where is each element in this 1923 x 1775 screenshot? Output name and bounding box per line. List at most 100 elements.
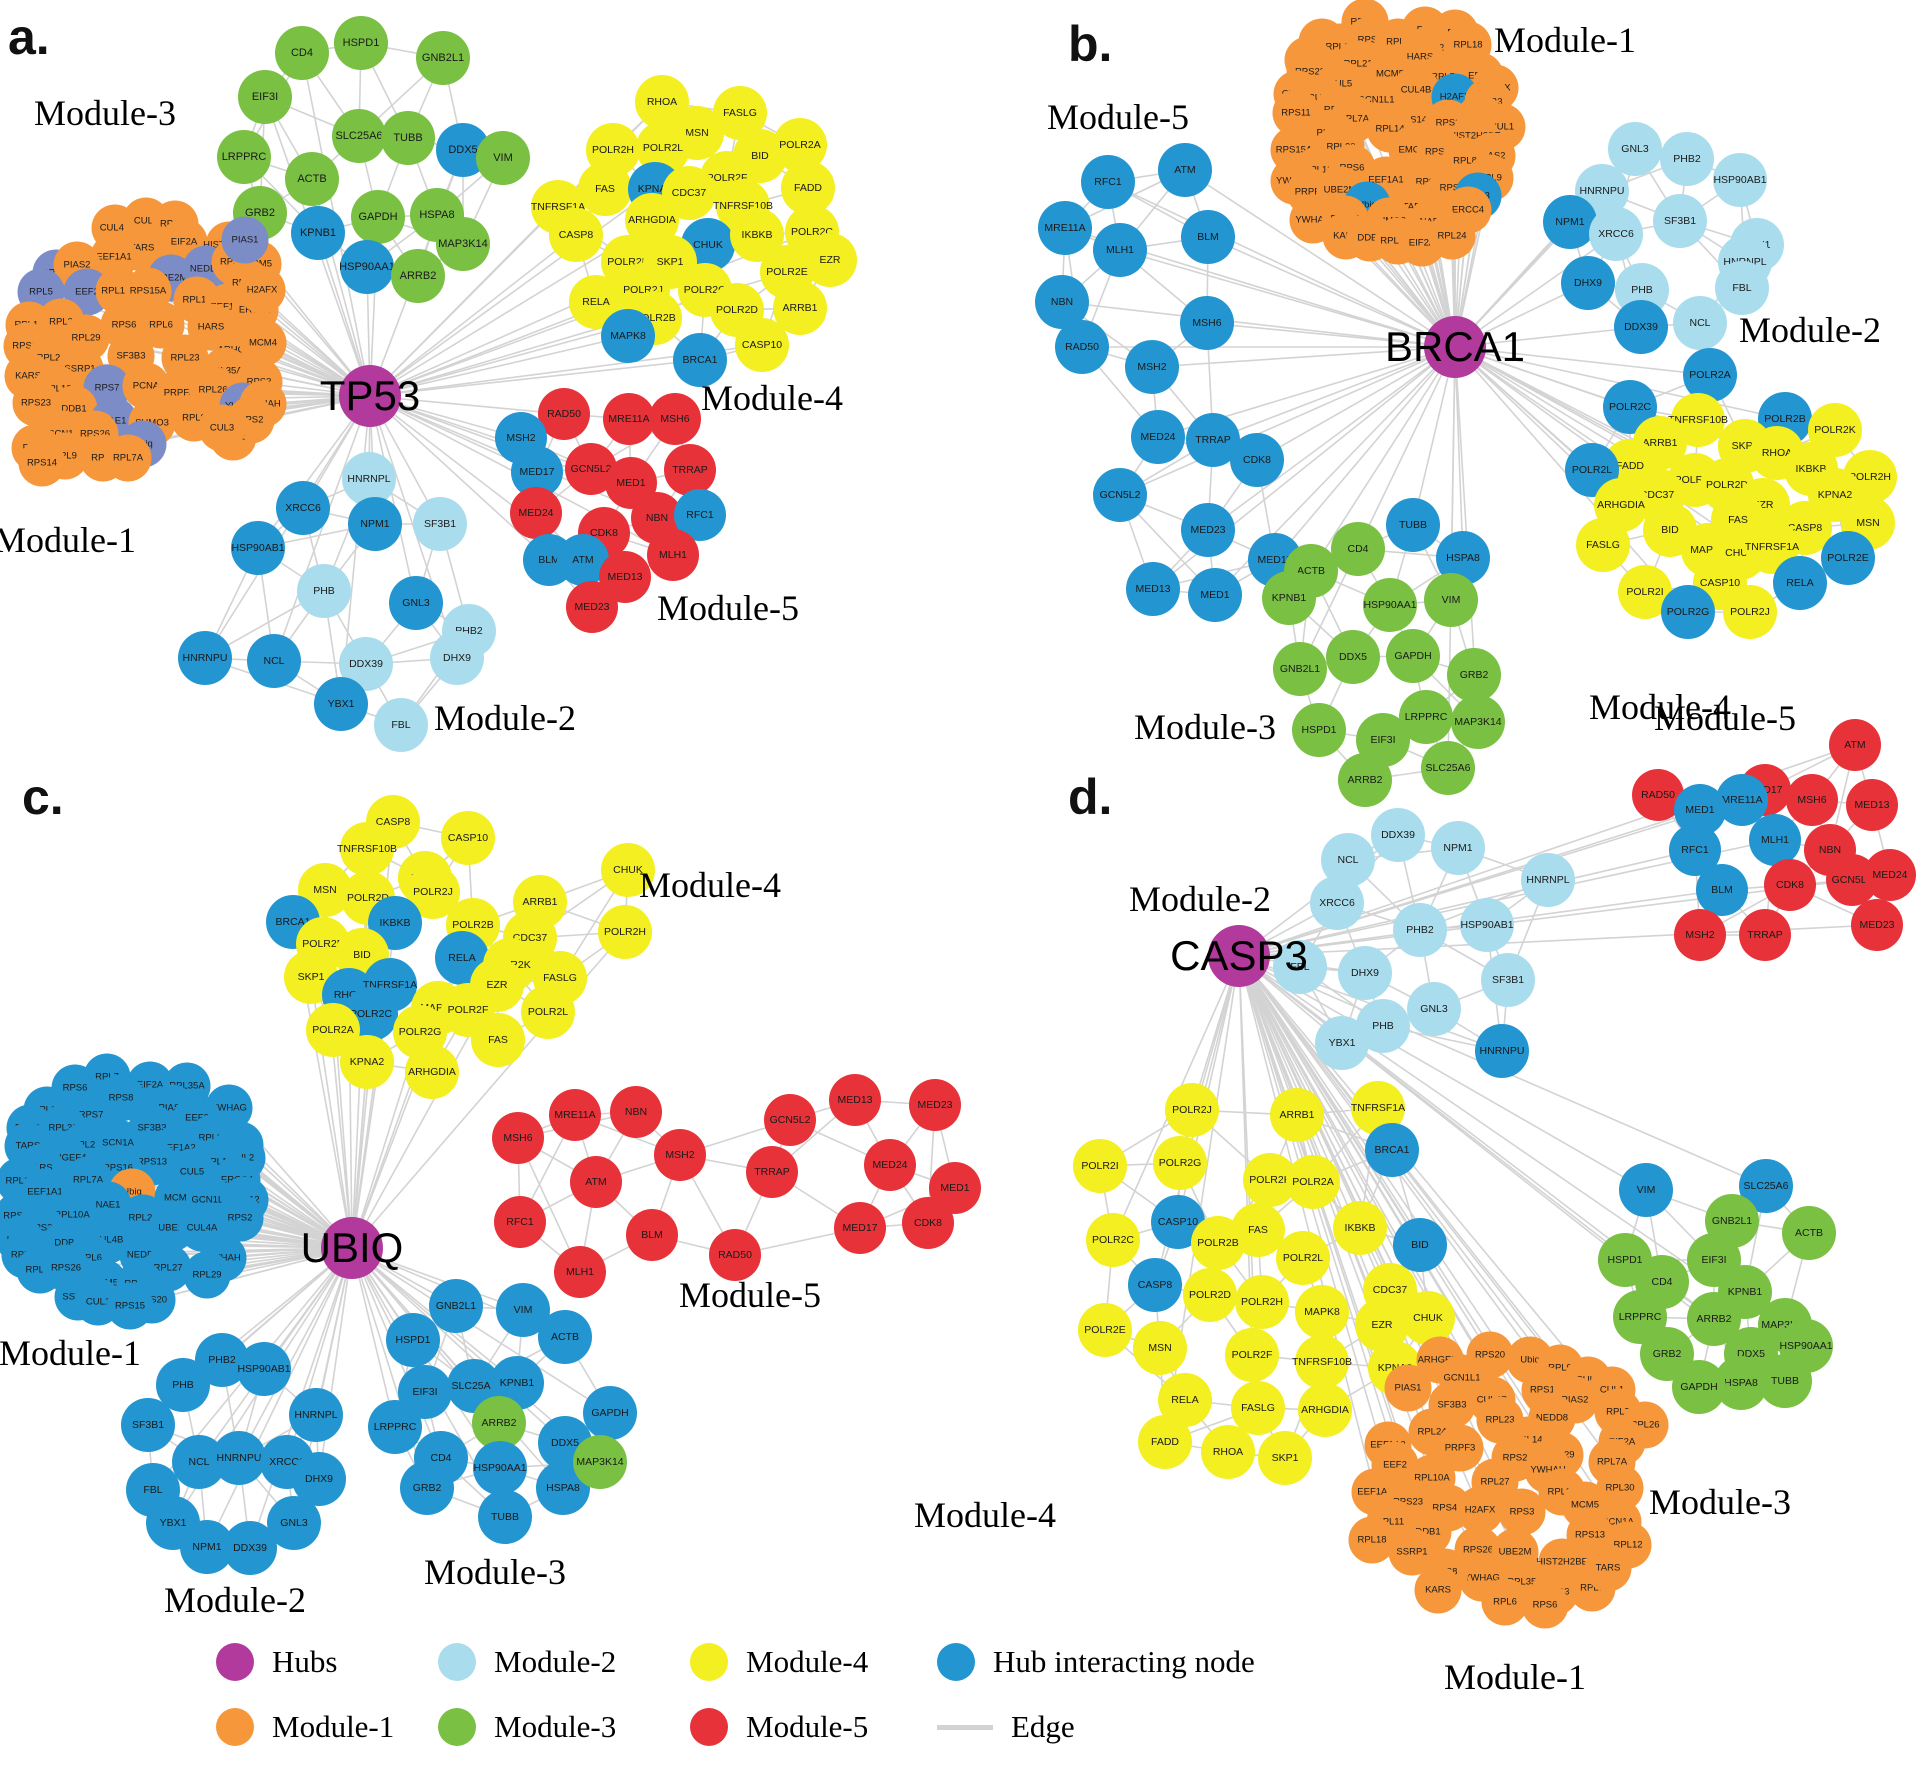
node-label: ARRB1: [782, 301, 818, 314]
legend-item-module-4: Module-4: [690, 1643, 868, 1681]
node-color-swatch: [690, 1643, 728, 1681]
node-label: RPL29: [71, 332, 101, 344]
node-label: PIAS1: [231, 234, 259, 246]
node-label: EZR: [819, 253, 841, 266]
node-label: RPS2: [238, 414, 264, 426]
edge: [1238, 879, 1853, 957]
node-label: MED24: [518, 506, 554, 519]
node-sf3b1: SF3B1: [413, 497, 467, 551]
node-label: GCN5L2: [570, 462, 612, 475]
node-label: RPL3: [49, 316, 73, 328]
node-color-swatch: [216, 1708, 254, 1746]
node-label: KARS: [15, 370, 41, 382]
node-label: POLR2F: [706, 171, 748, 184]
edge: [369, 395, 565, 415]
node-label: HSPA8: [419, 208, 455, 221]
node-label: GNL3: [402, 596, 430, 609]
module-label-module-1: Module-1: [0, 520, 136, 560]
node-label: BRCA1: [682, 353, 718, 366]
node-eif3i: EIF3I: [238, 70, 292, 124]
legend-item-module-3: Module-3: [438, 1708, 616, 1746]
node-map3k14: MAP3K14: [436, 217, 490, 271]
edge: [1151, 346, 1456, 368]
node-label: CD4: [290, 46, 313, 59]
legend-item-module-2: Module-2: [438, 1643, 616, 1681]
legend-item-edge: Edge: [937, 1709, 1075, 1745]
legend-item-hub-interacting-node: Hub interacting node: [937, 1643, 1255, 1681]
node-label: MCM4: [249, 337, 277, 349]
node-label: EIF3I: [251, 90, 279, 103]
node-rad50: RAD50: [538, 388, 590, 440]
node-label: ARRB2: [399, 269, 437, 282]
node-label: SSRP1: [64, 363, 96, 375]
node-label: RPL5: [29, 286, 53, 298]
node-label: RPL21: [36, 352, 66, 364]
edge: [369, 395, 417, 604]
node-label: RPS11: [12, 340, 42, 352]
edge: [351, 1247, 566, 1444]
node-med24: MED24: [510, 487, 562, 539]
node-hsp90ab1: HSP90AB1: [231, 521, 285, 575]
node-color-swatch: [216, 1643, 254, 1681]
node-med23: MED23: [566, 581, 618, 633]
node-label: POLR2L: [642, 141, 684, 154]
node-kpnb1: KPNB1: [291, 206, 345, 260]
node-label: SLC25A6: [335, 129, 383, 142]
node-label: IKBKB: [741, 228, 773, 241]
node-label: RPL8: [182, 412, 206, 424]
edge: [1206, 322, 1456, 348]
node-vim: VIM: [476, 131, 530, 185]
legend-label: Hubs: [272, 1644, 338, 1679]
node-label: RPS6: [111, 319, 137, 331]
edge: [238, 1247, 353, 1459]
node-label: EEF1A2: [210, 301, 246, 313]
node-label: PHB: [313, 584, 335, 597]
edge: [1107, 181, 1456, 348]
node-label: HARS: [197, 321, 225, 333]
node-label: RPL9: [53, 450, 77, 462]
node-label: RPL6: [149, 319, 173, 331]
node-label: RPL26: [198, 384, 228, 396]
node-label: MED1: [616, 476, 646, 489]
node-phb: PHB: [297, 564, 351, 618]
node-lrpprc: LRPPRC: [217, 130, 271, 184]
edge: [1184, 169, 1456, 348]
node-label: ARHGDIA: [628, 213, 676, 226]
node-gnb2l1: GNB2L1: [416, 31, 470, 85]
node-mapk8: MAPK8: [601, 309, 655, 363]
node-casp10: CASP10: [735, 318, 789, 372]
node-label: HSPD1: [342, 36, 380, 49]
node-label: BLM: [538, 553, 560, 566]
node-label: FASLG: [723, 106, 757, 119]
edge: [1274, 346, 1456, 561]
node-color-swatch: [690, 1708, 728, 1746]
node-slc25a6: SLC25A6: [332, 109, 386, 163]
node-label: ATM: [572, 553, 594, 566]
edge: [1238, 955, 1647, 1191]
module-label-module-5: Module-5: [657, 588, 799, 628]
node-label: POLR2H: [591, 143, 634, 156]
edge-swatch: [937, 1724, 993, 1730]
node-label: RPS14: [26, 457, 58, 469]
node-label: NEDD8: [189, 263, 223, 275]
node-label: LRPPRC: [221, 150, 267, 163]
node-label: MED17: [519, 465, 555, 478]
node-label: RPL10A: [101, 285, 137, 297]
node-label: CDK8: [589, 526, 618, 539]
legend-label: Module-5: [746, 1709, 869, 1744]
node-label: CHUK: [693, 238, 723, 251]
node-label: NPM1: [360, 517, 390, 530]
edge: [369, 206, 559, 397]
node-cd4: CD4: [275, 26, 329, 80]
node-label: XRCC6: [285, 501, 321, 514]
node-label: CASP10: [741, 338, 783, 351]
node-label: CASP8: [558, 228, 594, 241]
node-fas: FAS: [578, 162, 632, 216]
module-label-module-3: Module-3: [34, 93, 176, 133]
edge: [1454, 346, 1711, 376]
node-label: RPS23: [20, 397, 52, 409]
node-gnl3: GNL3: [389, 576, 443, 630]
node-label: HSP90AA1: [339, 260, 395, 273]
